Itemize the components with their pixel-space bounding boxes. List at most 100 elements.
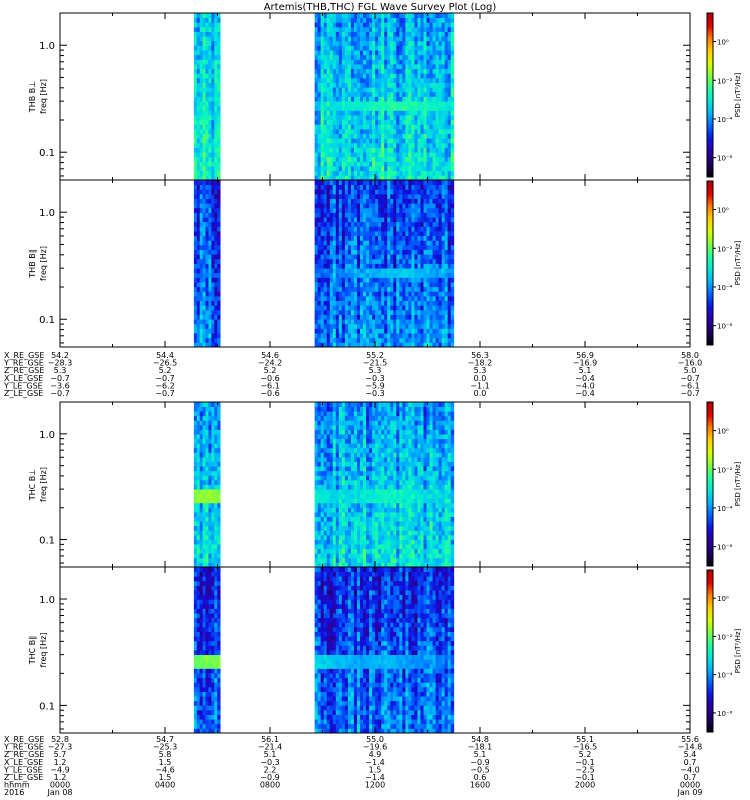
spectrogram-cell (390, 221, 394, 227)
spectrogram-cell (199, 498, 204, 504)
spectrogram-cell (217, 424, 221, 430)
spectrogram-cell (205, 13, 209, 19)
spectrogram-cell (444, 323, 449, 329)
spectrogram-cell (438, 142, 443, 148)
spectrogram-cell (329, 96, 334, 102)
y-tick-label: 0.1 (39, 315, 55, 326)
spectrogram-cell (329, 198, 334, 204)
spectrogram-cell (332, 180, 337, 186)
colorbar-segment (707, 340, 713, 344)
spectrogram-cell (196, 212, 201, 218)
spectrogram-cell (381, 31, 385, 37)
spectrogram-cell (441, 68, 446, 74)
spectrogram-cell (211, 249, 215, 255)
spectrogram-cell (408, 244, 412, 250)
spectrogram-cell (417, 221, 421, 227)
spectrogram-cell (317, 105, 322, 111)
spectrogram-cell (329, 562, 334, 568)
spectrogram-cell (199, 221, 204, 227)
spectrogram-cell (399, 13, 403, 19)
spectrogram-cell (211, 54, 215, 60)
spectrogram-cell (214, 525, 218, 531)
spectrogram-cell (378, 54, 382, 60)
spectrogram-cell (417, 124, 421, 130)
spectrogram-cell (372, 115, 376, 121)
spectrogram-cell (441, 254, 446, 260)
spectrogram-cell (450, 59, 455, 65)
spectrogram-cell (441, 249, 446, 255)
spectrogram-cell (420, 263, 424, 269)
spectrogram-cell (399, 124, 403, 130)
spectrogram-cell (205, 170, 209, 176)
spectrogram-cell (381, 198, 385, 204)
spectrogram-cell (208, 45, 212, 51)
spectrogram-cell (405, 50, 409, 56)
spectrogram-cell (405, 272, 409, 278)
spectrogram-cell (384, 328, 388, 334)
spectrogram-cell (196, 305, 201, 311)
spectrogram-cell (314, 147, 319, 153)
spectrogram-cell (423, 240, 427, 246)
spectrogram-cell (196, 530, 201, 536)
spectrogram-cell (423, 231, 427, 237)
spectrogram-cell (350, 110, 355, 116)
spectrogram-cell (202, 68, 206, 74)
spectrogram-cell (387, 525, 391, 531)
spectrogram-cell (369, 166, 373, 172)
spectrogram-cell (332, 305, 337, 311)
spectrogram-cell (205, 221, 209, 227)
colorbar-segment (707, 189, 713, 192)
spectrogram-cell (411, 309, 415, 315)
spectrogram-cell (372, 254, 376, 260)
spectrogram-cell (444, 235, 449, 241)
spectrogram-cell (369, 124, 373, 130)
spectrogram-cell (414, 319, 418, 325)
spectrogram-cell (338, 184, 343, 190)
spectrogram-cell (381, 124, 385, 130)
spectrogram-cell (423, 119, 427, 125)
spectrogram-cell (399, 59, 403, 65)
spectrogram-cell (323, 128, 328, 135)
spectrogram-cell (214, 226, 218, 232)
spectrogram-cell (344, 133, 349, 139)
spectrogram-cell (378, 31, 382, 37)
spectrogram-cell (350, 124, 355, 130)
spectrogram-cell (217, 406, 221, 412)
spectrogram-cell (369, 77, 373, 83)
spectrogram-cell (396, 217, 400, 223)
spectrogram-cell (438, 156, 443, 162)
spectrogram-cell (208, 166, 212, 172)
spectrogram-cell (344, 96, 349, 102)
spectrogram-cell (396, 161, 400, 167)
spectrogram-cell (214, 221, 218, 227)
spectrogram-cell (323, 249, 328, 255)
spectrogram-cell (408, 286, 412, 292)
spectrogram-cell (323, 333, 328, 339)
spectrogram-cell (375, 258, 379, 264)
spectrogram-cell (366, 166, 370, 172)
spectrogram-cell (444, 142, 449, 148)
spectrogram-cell (381, 105, 385, 111)
spectrogram-cell (387, 539, 391, 545)
spectrogram-cell (359, 64, 364, 70)
spectrogram-cell (214, 461, 218, 467)
spectrogram-cell (202, 424, 206, 430)
spectrogram-cell (320, 217, 325, 223)
spectrogram-cell (414, 142, 418, 148)
spectrogram-cell (347, 525, 352, 531)
spectrogram-cell (199, 166, 204, 172)
spectrogram-cell (414, 193, 418, 199)
spectrogram-cell (208, 54, 212, 60)
spectrogram-cell (356, 254, 361, 260)
spectrogram-cell (332, 166, 337, 172)
spectrogram-cell (423, 309, 427, 315)
spectrogram-cell (332, 337, 337, 343)
spectrogram-cell (326, 50, 331, 56)
spectrogram-cell (408, 87, 412, 93)
spectrogram-cell (447, 13, 452, 19)
spectrogram-cell (399, 180, 403, 186)
spectrogram-cell (435, 96, 440, 102)
spectrogram-cell (338, 73, 343, 79)
spectrogram-cell (217, 17, 221, 23)
spectrogram-cell (341, 161, 346, 167)
